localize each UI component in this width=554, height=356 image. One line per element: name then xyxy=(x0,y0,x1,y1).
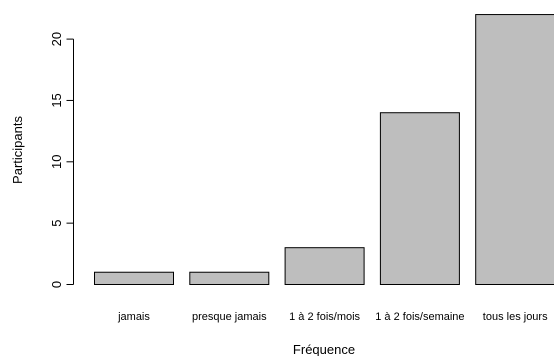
x-category-label: jamais xyxy=(117,311,150,323)
y-tick-label: 20 xyxy=(49,32,64,46)
bar xyxy=(379,112,460,285)
bar xyxy=(189,271,270,286)
bars xyxy=(94,14,554,286)
y-tick-label: 10 xyxy=(49,155,64,169)
x-category-labels: jamais presque jamais 1 à 2 fois/mois 1 à 2… xyxy=(117,311,548,323)
x-category-label: 1 à 2 fois/semaine xyxy=(375,311,464,323)
y-tick-label: 5 xyxy=(49,220,64,227)
bar xyxy=(284,247,365,286)
bar xyxy=(475,14,554,286)
x-category-label: tous les jours xyxy=(483,311,548,323)
x-category-label: presque jamais xyxy=(192,311,267,323)
bar xyxy=(94,271,174,286)
y-tick-label: 0 xyxy=(49,281,64,288)
y-axis: 0 5 10 15 20 xyxy=(49,32,74,288)
y-tick-label: 15 xyxy=(49,93,64,107)
x-axis-title: Fréquence xyxy=(293,342,355,356)
y-axis-title: Participants xyxy=(10,116,25,184)
x-category-label: 1 à 2 fois/mois xyxy=(289,311,360,323)
